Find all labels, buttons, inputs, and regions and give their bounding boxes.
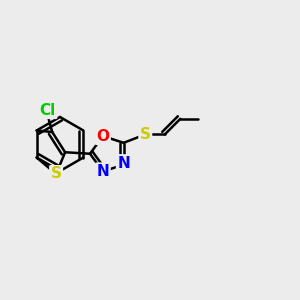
Text: S: S	[140, 127, 151, 142]
Text: N: N	[97, 164, 109, 179]
Text: Cl: Cl	[40, 103, 56, 118]
Text: S: S	[51, 167, 62, 182]
Text: O: O	[96, 129, 110, 144]
Text: N: N	[117, 156, 130, 171]
